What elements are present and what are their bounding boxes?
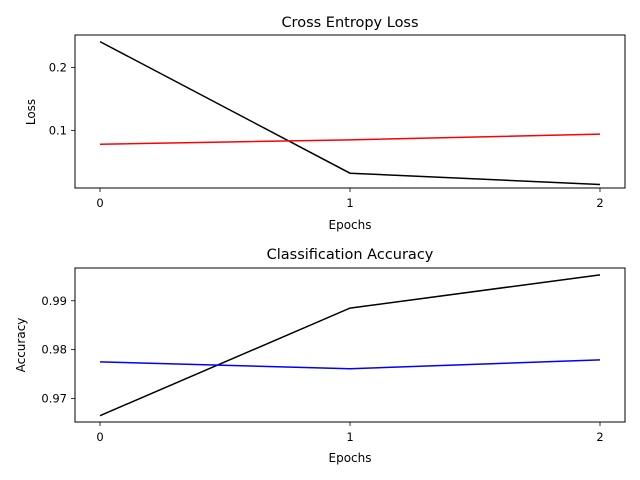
accuracy-series-group <box>99 274 601 417</box>
accuracy-y-tick-label: 0.98 <box>41 343 67 357</box>
accuracy-x-tick-label: 0 <box>96 430 103 444</box>
loss-chart: Cross Entropy Loss 0 1 2 0.1 0.2 Epochs Loss <box>24 15 626 232</box>
accuracy-ticks-group: 0 1 2 0.97 0.98 0.99 <box>41 294 603 444</box>
loss-x-tick-label: 0 <box>96 196 103 210</box>
loss-y-tick-label: 0.2 <box>49 60 67 74</box>
loss-x-axis-label: Epochs <box>329 218 372 232</box>
accuracy-y-axis-label: Accuracy <box>14 318 28 373</box>
accuracy-y-tick-label: 0.99 <box>41 294 67 308</box>
accuracy-x-axis-label: Epochs <box>329 451 372 465</box>
accuracy-chart: Classification Accuracy 0 1 20.970.980.99 … <box>14 247 626 465</box>
loss-x-tick-label: 2 <box>596 196 603 210</box>
accuracy-chart-title: Classification Accuracy <box>267 247 434 263</box>
accuracy-x-tick-label: 2 <box>596 430 603 444</box>
loss-x-tick-label: 1 <box>346 196 353 210</box>
loss-ticks-group: 0 1 2 0.1 0.2 <box>49 60 604 210</box>
loss-series-line-1 <box>99 133 601 145</box>
loss-y-axis-label: Loss <box>24 99 38 125</box>
loss-y-tick-label: 0.1 <box>49 123 67 137</box>
accuracy-x-tick-label: 1 <box>346 430 353 444</box>
loss-series-group <box>99 40 601 186</box>
accuracy-series-line-0 <box>99 274 601 417</box>
loss-plot-area <box>74 34 626 189</box>
loss-chart-title: Cross Entropy Loss <box>281 15 418 31</box>
accuracy-y-tick-label: 0.97 <box>41 392 67 406</box>
accuracy-plot-area <box>74 267 626 423</box>
accuracy-series-line-1 <box>99 359 601 370</box>
loss-series-line-0 <box>99 40 601 186</box>
